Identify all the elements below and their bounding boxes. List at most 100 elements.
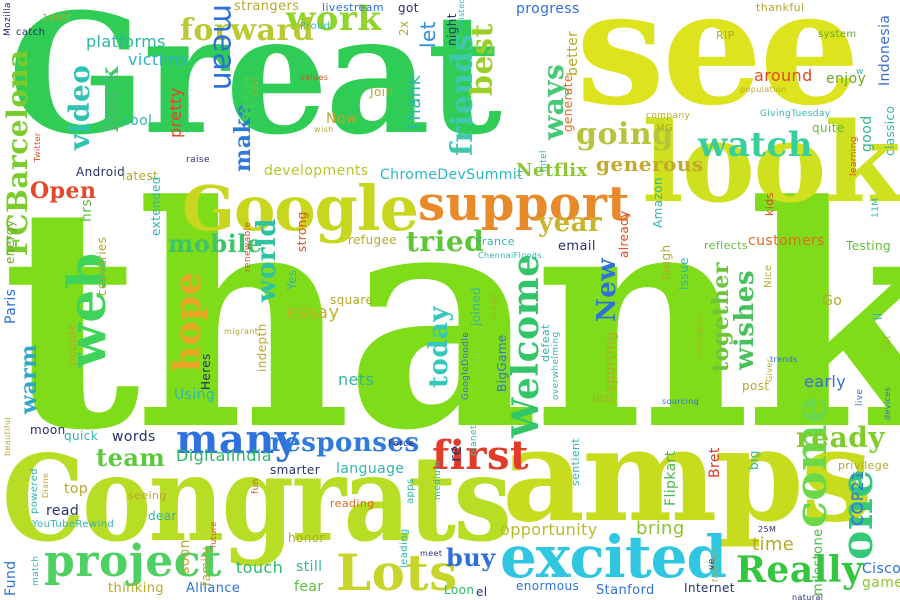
- word-system: system: [818, 29, 857, 40]
- word-work: work: [286, 0, 382, 39]
- word-testing: Testing: [846, 239, 891, 253]
- word-post: post: [742, 379, 770, 393]
- word-apps: apps: [405, 478, 416, 504]
- word-next: next: [251, 76, 260, 96]
- word-classico: classico: [883, 105, 897, 156]
- word-amps: amps: [502, 401, 873, 551]
- word-twisted: twisted: [457, 0, 466, 30]
- word-reading: reading: [330, 497, 375, 510]
- word-dear: dear: [148, 509, 177, 523]
- word-forward: forward: [180, 13, 315, 48]
- word-w: w: [856, 67, 864, 77]
- word-enormous: enormous: [516, 579, 580, 593]
- word-twitter: Twitter: [33, 132, 42, 162]
- word-responses: responses: [270, 428, 420, 458]
- word-amazon: Amazon: [651, 177, 665, 228]
- word-overwhelming: overwhelming: [551, 331, 561, 400]
- word-got: got: [398, 1, 419, 15]
- word-seeing: seeing: [128, 489, 167, 502]
- word-now: Now: [326, 111, 358, 127]
- word-extended: extended: [149, 176, 163, 236]
- word-good: good: [859, 115, 875, 152]
- word-thanks: thanks: [2, 139, 900, 497]
- word-around: around: [754, 66, 813, 85]
- word-going: going: [576, 117, 674, 152]
- word-match: match: [31, 555, 41, 586]
- word-go: Go: [822, 293, 843, 309]
- word-googledoodle: GoogleDoodle: [461, 331, 471, 400]
- word-powered: powered: [29, 468, 40, 514]
- word-mozilla: Mozilla: [3, 2, 13, 36]
- word-victims: victims: [128, 50, 189, 69]
- word-alliance: Alliance: [186, 581, 241, 596]
- word-soon: soon: [177, 539, 193, 574]
- word-team: team: [96, 443, 166, 472]
- word-excited: excited: [500, 523, 727, 591]
- word-watch: watch: [698, 125, 813, 165]
- word-come: come: [786, 395, 837, 528]
- word-25m: 25M: [758, 525, 777, 534]
- word-leading: leading: [399, 528, 410, 568]
- word-top: top: [64, 481, 89, 497]
- word-milestone: milestone: [811, 528, 826, 596]
- word-refugee: refugee: [348, 233, 398, 247]
- word-chromedevsummit: ChromeDevSummit: [380, 167, 524, 183]
- word-yes: Yes: [285, 269, 299, 290]
- word-issue: issue: [677, 257, 691, 290]
- word-beautiful: beautiful: [3, 416, 12, 456]
- word-hrs: hrs: [79, 198, 95, 222]
- word-quite: quite: [812, 121, 845, 135]
- word-see: see: [576, 0, 860, 141]
- word-opportunity: opportunity: [500, 520, 598, 539]
- word-congrats: Congrats: [2, 429, 512, 568]
- word-cisco: Cisco: [862, 561, 900, 577]
- word-moon: moon: [30, 423, 66, 437]
- word-chennaifloods: ChennaiFloods: [478, 251, 542, 260]
- word-mg: MG: [656, 123, 674, 134]
- word-back: back: [95, 66, 124, 132]
- word-email: email: [558, 239, 596, 254]
- word-joined: joined: [469, 286, 483, 326]
- word-together: together: [708, 262, 734, 372]
- word-really: Really: [736, 549, 864, 591]
- word-raise: raise: [186, 155, 210, 165]
- word-biggame: BigGame: [495, 334, 509, 392]
- word-fear: fear: [294, 579, 324, 595]
- word-project: project: [44, 536, 222, 587]
- word-quick: quick: [64, 429, 99, 443]
- word-pretty: pretty: [166, 87, 185, 138]
- word-natural: natural: [792, 593, 824, 600]
- word-stanford: Stanford: [596, 583, 655, 598]
- word-using: Using: [174, 387, 216, 403]
- word-support: support: [418, 176, 631, 232]
- word-colleagues: colleagues: [695, 311, 704, 358]
- word-video: video: [63, 64, 96, 150]
- word-progress: progress: [516, 1, 580, 17]
- word-planet: planet: [469, 425, 479, 456]
- word-android: Android: [76, 165, 126, 179]
- word-latest: latest: [122, 169, 159, 183]
- word-strong: strong: [295, 211, 309, 252]
- word-11m: 11M: [871, 197, 881, 218]
- word-better: better: [565, 30, 581, 76]
- word-defeat: defeat: [539, 324, 552, 362]
- word-force: Force: [388, 439, 415, 449]
- word-catch: catch: [16, 27, 46, 38]
- word-look: look: [642, 98, 900, 227]
- word-ll: ll: [871, 312, 885, 320]
- word-lots: Lots: [336, 543, 458, 600]
- word-many: many: [176, 416, 299, 463]
- word-netflix: Netflix: [516, 160, 588, 181]
- word-nice: Nice: [763, 264, 774, 288]
- word-best: best: [465, 23, 500, 96]
- word-square: square: [330, 293, 374, 307]
- word-honor: honor: [288, 531, 325, 545]
- word-kids: kids: [763, 192, 776, 216]
- word-read: read: [46, 503, 80, 519]
- word-touch: touch: [236, 558, 284, 577]
- word-essay: essay: [286, 302, 340, 323]
- word-developments: developments: [264, 163, 369, 179]
- word-people: people: [65, 322, 79, 366]
- word-el: el: [476, 585, 488, 599]
